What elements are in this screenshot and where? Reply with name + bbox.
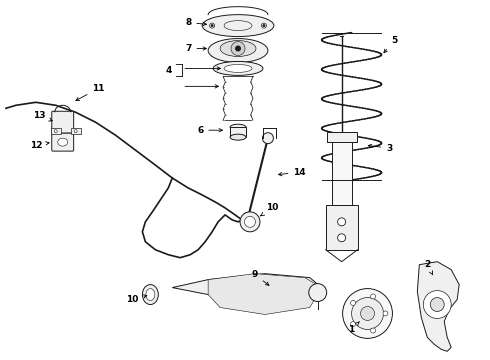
Text: 13: 13 — [32, 111, 52, 121]
Polygon shape — [417, 262, 459, 351]
Bar — [71, 128, 81, 134]
Text: 3: 3 — [368, 144, 392, 153]
Circle shape — [383, 311, 388, 316]
Circle shape — [262, 23, 267, 28]
Circle shape — [350, 321, 356, 327]
Circle shape — [338, 218, 345, 226]
Circle shape — [235, 45, 241, 51]
Circle shape — [370, 294, 375, 299]
Text: 4: 4 — [165, 66, 172, 75]
Circle shape — [74, 130, 77, 133]
Ellipse shape — [208, 39, 268, 62]
Circle shape — [245, 216, 255, 227]
Circle shape — [240, 212, 260, 232]
Text: 10: 10 — [261, 203, 278, 216]
Text: 10: 10 — [126, 295, 147, 304]
Circle shape — [430, 298, 444, 311]
Circle shape — [370, 328, 375, 333]
Bar — [326, 205, 358, 250]
Circle shape — [352, 298, 384, 329]
Ellipse shape — [220, 41, 256, 57]
Text: 14: 14 — [279, 167, 306, 176]
Ellipse shape — [146, 289, 155, 301]
Text: 1: 1 — [348, 321, 360, 334]
FancyBboxPatch shape — [52, 111, 74, 133]
Text: 6: 6 — [197, 126, 222, 135]
Circle shape — [343, 289, 392, 338]
Bar — [230, 127, 246, 137]
Ellipse shape — [58, 138, 68, 146]
Text: 12: 12 — [29, 141, 49, 150]
Bar — [51, 128, 61, 134]
Ellipse shape — [143, 285, 158, 305]
Ellipse shape — [213, 62, 263, 75]
Text: 7: 7 — [185, 44, 206, 53]
Circle shape — [361, 306, 374, 320]
Polygon shape — [172, 274, 322, 302]
Ellipse shape — [224, 64, 252, 72]
FancyBboxPatch shape — [52, 133, 74, 151]
Circle shape — [211, 24, 213, 27]
Bar — [332, 137, 352, 205]
Circle shape — [309, 284, 327, 302]
Ellipse shape — [230, 134, 246, 140]
Circle shape — [210, 23, 215, 28]
Ellipse shape — [202, 15, 274, 37]
Text: 2: 2 — [424, 260, 433, 275]
Polygon shape — [208, 274, 322, 315]
Text: 11: 11 — [76, 84, 105, 100]
Circle shape — [54, 130, 57, 133]
Circle shape — [263, 133, 273, 144]
Circle shape — [423, 291, 451, 319]
Circle shape — [243, 212, 253, 223]
Circle shape — [263, 24, 265, 27]
Text: 9: 9 — [252, 270, 269, 285]
Ellipse shape — [230, 124, 246, 130]
Circle shape — [231, 41, 245, 55]
Text: 5: 5 — [384, 36, 397, 53]
Bar — [327, 132, 357, 142]
Circle shape — [338, 234, 345, 242]
Circle shape — [350, 301, 356, 305]
Text: 8: 8 — [185, 18, 206, 27]
